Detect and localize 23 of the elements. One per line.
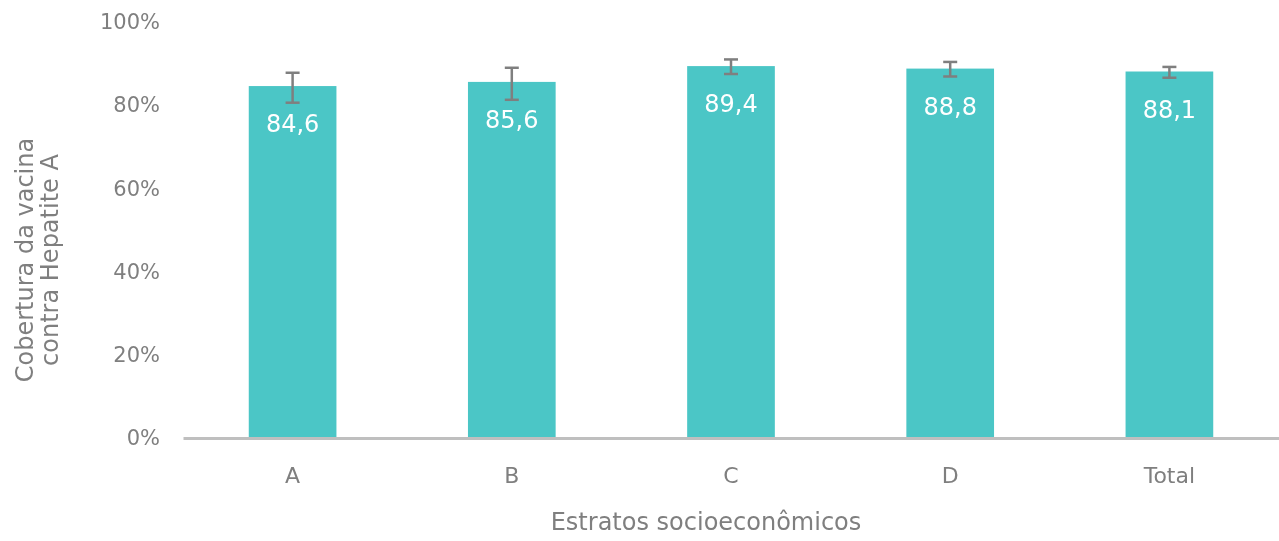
data-label: 89,4 xyxy=(704,90,758,119)
bar xyxy=(248,86,337,438)
y-tick-label: 0% xyxy=(126,426,160,451)
bar xyxy=(687,66,775,438)
bar xyxy=(467,81,556,438)
y-tick-label: 40% xyxy=(113,259,160,284)
x-tick-label: A xyxy=(285,462,301,488)
x-axis-title: Estratos socioeconômicos xyxy=(550,508,862,536)
y-tick-label: 60% xyxy=(113,176,160,201)
bar xyxy=(1125,71,1214,438)
x-tick-label: Total xyxy=(1142,462,1196,488)
data-label: 84,6 xyxy=(265,110,320,139)
x-tick-label: C xyxy=(723,462,739,488)
data-label: 85,6 xyxy=(485,105,539,134)
data-label: 88,8 xyxy=(923,92,977,121)
x-tick-label: B xyxy=(504,462,520,488)
y-axis-title: Cobertura da vacina contra Hepatite A xyxy=(11,137,65,383)
data-label: 88,1 xyxy=(1142,95,1197,124)
y-tick-label: 80% xyxy=(113,93,160,118)
x-tick-label: D xyxy=(941,462,959,488)
y-tick-label: 100% xyxy=(99,10,160,35)
bar xyxy=(906,68,995,438)
y-tick-label: 20% xyxy=(113,343,160,368)
